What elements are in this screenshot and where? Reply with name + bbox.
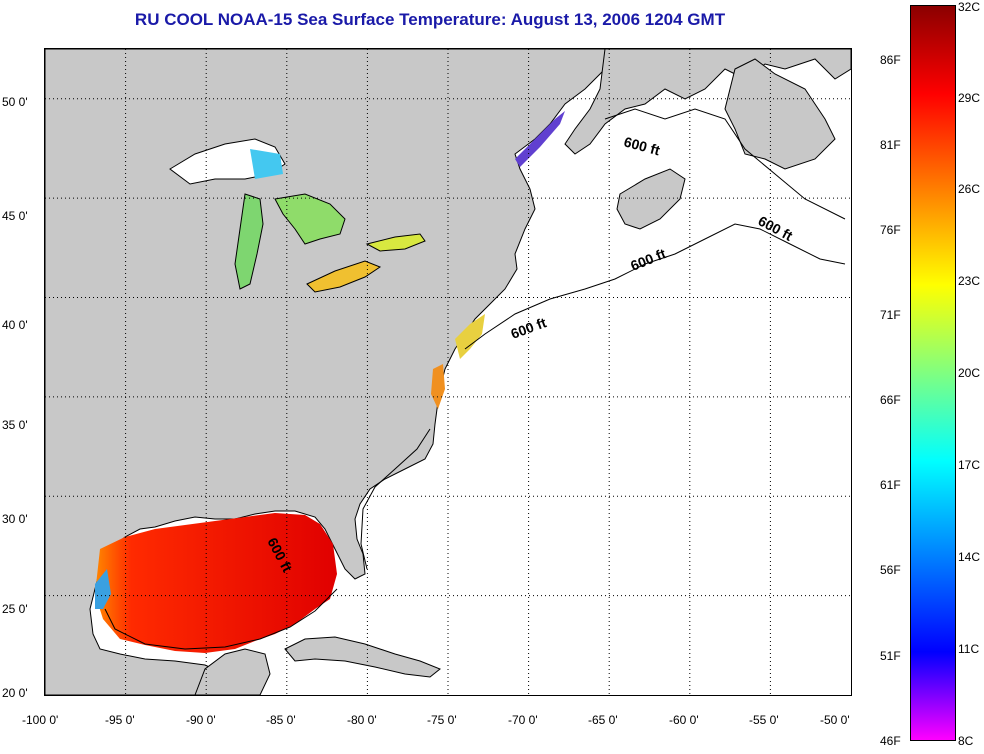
lake-superior-sst — [250, 149, 283, 179]
contour-label: 600 ft — [756, 213, 796, 244]
lake-huron — [274, 193, 346, 245]
lake-erie — [306, 260, 382, 293]
colorbar-c-label: 23C — [958, 274, 981, 288]
lat-tick: 30 0' — [2, 512, 28, 526]
colorbar-c-label: 20C — [958, 366, 981, 380]
land-nova-scotia — [616, 168, 686, 230]
colorbar-f-label: 61F — [880, 478, 901, 492]
lat-tick: 35 0' — [2, 418, 28, 432]
lon-tick: -80 0' — [347, 713, 377, 727]
colorbar — [910, 5, 956, 741]
colorbar-c-label: 11C — [958, 642, 980, 656]
lon-tick: -60 0' — [669, 713, 699, 727]
colorbar-f-label: 86F — [880, 53, 901, 67]
map-title: RU COOL NOAA-15 Sea Surface Temperature:… — [134, 10, 726, 29]
colorbar-f-label: 56F — [880, 563, 901, 577]
lon-tick: -75 0' — [427, 713, 457, 727]
colorbar-c-label: 17C — [958, 458, 981, 472]
contour-label: 600 ft — [622, 133, 662, 158]
colorbar-f-label: 51F — [880, 649, 901, 663]
lon-tick: -95 0' — [105, 713, 135, 727]
land-cuba — [284, 636, 441, 678]
colorbar-f-label: 66F — [880, 393, 901, 407]
colorbar-c-label: 29C — [958, 91, 981, 105]
colorbar-c-label: 8C — [958, 734, 974, 748]
colorbar-gradient — [911, 6, 955, 740]
colorbar-c-label: 26C — [958, 182, 981, 196]
colorbar-f-label: 81F — [880, 138, 901, 152]
land-maritimes — [564, 49, 851, 155]
lon-tick: -90 0' — [186, 713, 216, 727]
isobath-600ft-north — [604, 108, 846, 220]
lat-tick: 45 0' — [2, 209, 28, 223]
mid-atlantic-sst — [455, 314, 485, 359]
lake-ontario — [365, 233, 426, 252]
lat-tick: 50 0' — [2, 95, 28, 109]
lon-tick: -65 0' — [588, 713, 618, 727]
colorbar-c-label: 14C — [958, 550, 981, 564]
lat-tick: 40 0' — [2, 318, 28, 332]
lake-michigan — [234, 193, 264, 290]
land-yucatan — [194, 648, 271, 695]
colorbar-f-label: 46F — [880, 734, 901, 748]
colorbar-c-label: 32C — [958, 0, 981, 14]
land-newfoundland — [724, 58, 836, 170]
lon-tick: -55 0' — [749, 713, 779, 727]
colorbar-f-label: 71F — [880, 308, 901, 322]
contour-label: 600 ft — [628, 245, 668, 274]
gulf-cool-edge — [95, 569, 111, 609]
lat-tick: 25 0' — [2, 602, 28, 616]
sst-map[interactable]: 600 ft 600 ft 600 ft 600 ft 600 ft — [44, 48, 852, 696]
lon-tick: -50 0' — [820, 713, 850, 727]
map-canvas: 600 ft 600 ft 600 ft 600 ft 600 ft — [45, 49, 851, 695]
isobath-600ft-gulf — [104, 588, 338, 650]
lat-tick: 20 0' — [2, 686, 28, 700]
st-lawrence-sst — [515, 111, 565, 167]
lon-tick: -85 0' — [266, 713, 296, 727]
carolina-sst — [431, 364, 445, 409]
lon-tick: -100 0' — [22, 713, 59, 727]
gulf-sst — [95, 513, 337, 653]
isobath-600ft — [464, 223, 846, 350]
isobath-600ft-south — [360, 428, 431, 570]
colorbar-f-label: 76F — [880, 223, 901, 237]
lon-tick: -70 0' — [508, 713, 538, 727]
